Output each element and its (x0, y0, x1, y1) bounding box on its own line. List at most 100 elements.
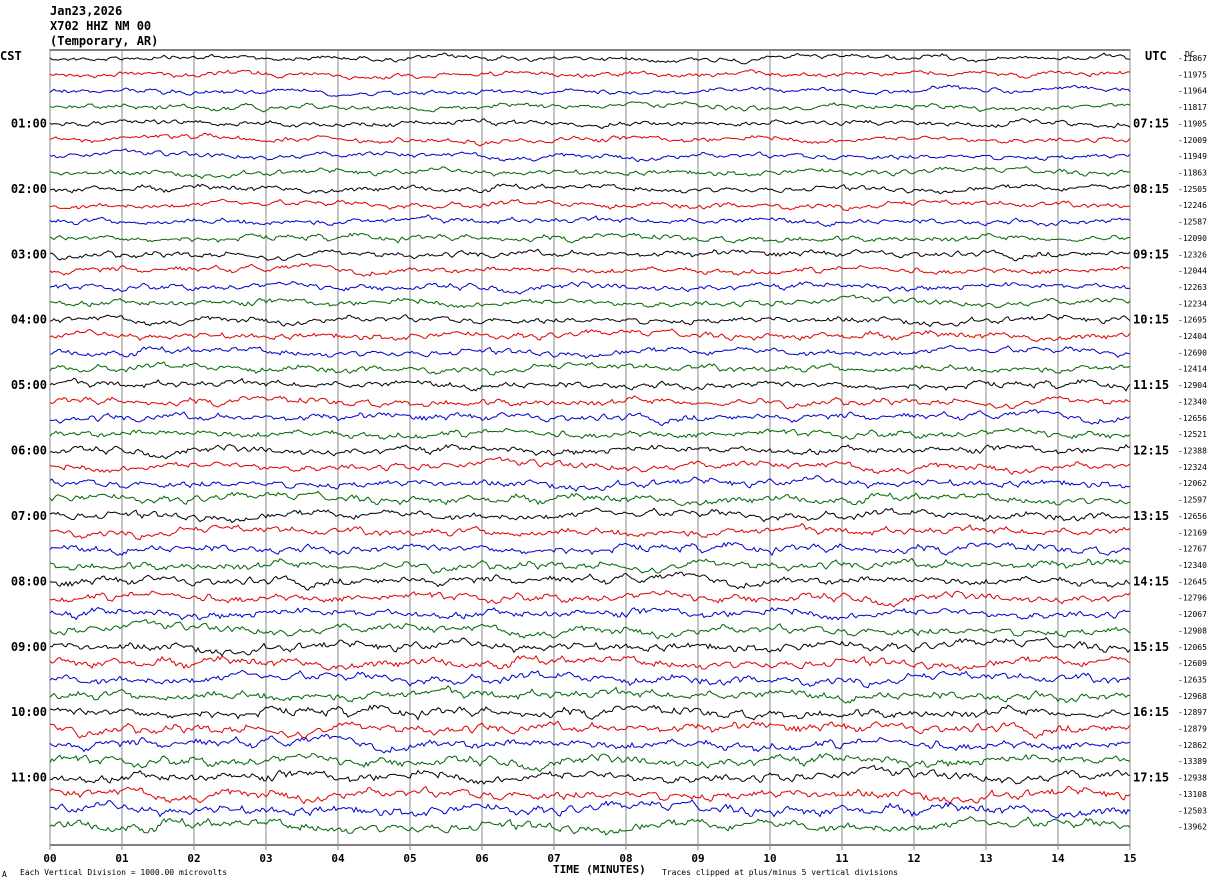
dc-offset-label: -12009 (1178, 136, 1207, 145)
left-hour-label: 11:00 (11, 771, 47, 785)
station-code: X702 HHZ NM 00 (50, 19, 152, 33)
x-tick-label: 13 (979, 852, 992, 865)
dc-offset-label: -12656 (1178, 414, 1207, 423)
x-tick-label: 11 (835, 852, 849, 865)
trace-row-40 (49, 704, 1131, 721)
trace-row-43 (49, 752, 1131, 773)
left-hour-label: 09:00 (11, 640, 47, 654)
trace-row-32 (49, 571, 1131, 591)
left-hour-label: 04:00 (11, 313, 47, 327)
plot-date: Jan23,2026 (50, 4, 123, 18)
dc-offset-label: -12067 (1178, 610, 1207, 619)
dc-offset-label: -12404 (1178, 332, 1207, 341)
trace-row-23 (49, 427, 1131, 441)
dc-offset-label: -12414 (1178, 365, 1207, 374)
left-hour-label: 07:00 (11, 509, 47, 523)
dc-offset-label: -12521 (1178, 430, 1207, 439)
trace-row-17 (49, 328, 1131, 342)
trace-row-34 (49, 606, 1131, 621)
dc-offset-label: -12938 (1178, 774, 1207, 783)
x-tick-label: 07 (547, 852, 560, 865)
trace-row-45 (49, 785, 1131, 805)
left-hour-label: 03:00 (11, 247, 47, 261)
trace-row-6 (49, 148, 1131, 163)
right-hour-label: 13:15 (1133, 509, 1169, 523)
dc-offset-label: -12044 (1178, 267, 1207, 276)
dc-offset-label: -12656 (1178, 512, 1207, 521)
dc-offset-label: -12767 (1178, 545, 1207, 554)
dc-offset-label: -12968 (1178, 692, 1207, 701)
dc-offset-label: -12908 (1178, 626, 1207, 635)
x-tick-label: 10 (763, 852, 776, 865)
left-hour-label: 06:00 (11, 444, 47, 458)
dc-offset-label: -12690 (1178, 348, 1207, 357)
dc-offset-label: -12695 (1178, 316, 1207, 325)
dc-offset-label: -12246 (1178, 201, 1207, 210)
dc-offset-label: -13389 (1178, 757, 1207, 766)
dc-offset-label: -12169 (1178, 528, 1207, 537)
trace-row-41 (49, 720, 1131, 739)
right-hour-label: 09:15 (1133, 247, 1169, 261)
trace-row-11 (49, 232, 1131, 244)
x-tick-label: 06 (475, 852, 489, 865)
dc-offset-label: -12263 (1178, 283, 1207, 292)
dc-offset-label: -12326 (1178, 250, 1207, 259)
dc-offset-label: -12340 (1178, 397, 1207, 406)
dc-offset-label: -11905 (1178, 119, 1207, 128)
x-tick-label: 15 (1123, 852, 1136, 865)
dc-offset-label: -11949 (1178, 152, 1207, 161)
trace-row-3 (49, 101, 1131, 113)
trace-row-39 (49, 685, 1131, 704)
right-hour-label: 15:15 (1133, 640, 1169, 654)
right-hour-label: 12:15 (1133, 444, 1169, 458)
trace-row-8 (49, 183, 1131, 195)
dc-offset-label: -13962 (1178, 823, 1207, 832)
left-hour-label: 05:00 (11, 378, 47, 392)
trace-row-36 (49, 636, 1131, 657)
trace-row-46 (49, 799, 1131, 819)
trace-row-27 (49, 490, 1131, 507)
trace-row-19 (49, 361, 1131, 376)
corner-mark: A (2, 870, 7, 879)
trace-row-24 (49, 443, 1131, 460)
dc-offset-label: -12090 (1178, 234, 1207, 243)
trace-row-28 (49, 507, 1131, 524)
dc-offset-label: -12796 (1178, 594, 1207, 603)
dc-offset-label: -11867 (1178, 54, 1207, 63)
trace-row-35 (49, 618, 1131, 640)
trace-row-7 (49, 165, 1131, 180)
dc-offset-label: -12505 (1178, 185, 1207, 194)
trace-row-10 (49, 214, 1131, 227)
left-hour-label: 02:00 (11, 182, 47, 196)
left-hour-label: 01:00 (11, 116, 47, 130)
trace-row-13 (49, 262, 1130, 277)
x-axis-title: TIME (MINUTES) (553, 863, 646, 876)
right-hour-label: 08:15 (1133, 182, 1169, 196)
right-hour-label: 07:15 (1133, 116, 1169, 130)
trace-row-29 (49, 522, 1131, 541)
right-hour-label: 16:15 (1133, 705, 1169, 719)
trace-row-5 (49, 132, 1131, 147)
trace-row-25 (49, 456, 1131, 476)
dc-offset-header: DC (1185, 50, 1195, 59)
seismic-traces (49, 52, 1131, 836)
dc-offset-label: -11863 (1178, 168, 1207, 177)
station-location: (Temporary, AR) (50, 34, 159, 48)
x-tick-label: 08 (619, 852, 632, 865)
dc-offset-label: -12503 (1178, 806, 1207, 815)
dc-offset-label: -12062 (1178, 479, 1207, 488)
x-tick-label: 00 (43, 852, 56, 865)
dc-offset-label: -11817 (1178, 103, 1207, 112)
right-hour-label: 10:15 (1133, 313, 1169, 327)
dc-offset-label: -12862 (1178, 741, 1207, 750)
left-hour-label: 08:00 (11, 574, 47, 588)
trace-row-47 (49, 816, 1131, 836)
right-timezone-label: UTC (1145, 49, 1167, 63)
chart-labels: 00 01 02 03 04 05 06 07 08 09 10 11 12 13 14 15 -11867 -1… (11, 54, 1207, 865)
left-timezone-label: CST (0, 49, 22, 63)
right-hour-label: 14:15 (1133, 574, 1169, 588)
trace-row-26 (49, 475, 1131, 492)
x-tick-label: 12 (907, 852, 920, 865)
trace-row-30 (49, 541, 1131, 557)
